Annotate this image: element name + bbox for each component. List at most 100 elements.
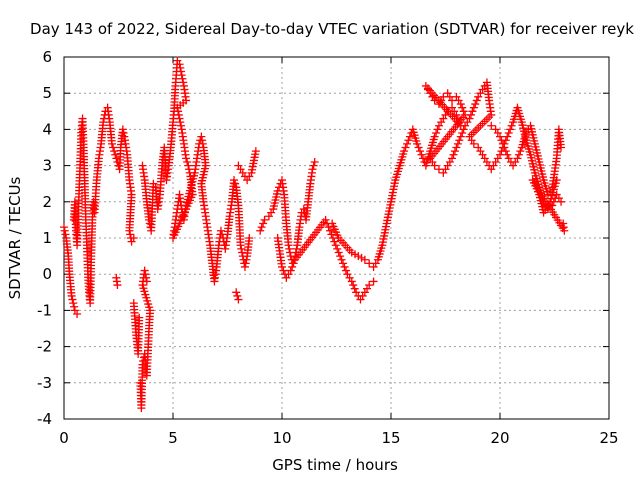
data-point bbox=[514, 150, 523, 159]
data-point bbox=[60, 223, 68, 232]
data-point bbox=[69, 299, 78, 308]
y-tick-label: -1 bbox=[37, 301, 52, 319]
data-point bbox=[452, 143, 461, 152]
data-point bbox=[413, 139, 422, 148]
data-point bbox=[177, 71, 186, 80]
data-point bbox=[141, 270, 150, 279]
data-point bbox=[257, 223, 266, 232]
data-point bbox=[418, 154, 427, 163]
data-point bbox=[198, 139, 207, 148]
data-point bbox=[232, 288, 241, 297]
data-point bbox=[174, 107, 183, 116]
data-point bbox=[496, 150, 504, 159]
data-point bbox=[496, 132, 504, 141]
data-point bbox=[448, 154, 457, 163]
data-point bbox=[327, 230, 336, 239]
data-point bbox=[506, 125, 515, 134]
data-point bbox=[142, 273, 151, 282]
data-point bbox=[285, 244, 294, 253]
data-point bbox=[241, 259, 250, 268]
data-point bbox=[230, 176, 239, 185]
data-point bbox=[119, 129, 128, 138]
data-point bbox=[259, 219, 268, 228]
data-point bbox=[339, 259, 348, 268]
data-point bbox=[504, 129, 513, 138]
data-point bbox=[497, 136, 506, 145]
data-point bbox=[245, 234, 254, 242]
data-point bbox=[61, 230, 70, 239]
data-point bbox=[140, 266, 149, 275]
data-point bbox=[118, 125, 127, 134]
data-point bbox=[503, 150, 512, 159]
data-point bbox=[126, 230, 135, 239]
data-point bbox=[469, 103, 478, 112]
data-point bbox=[284, 241, 293, 250]
data-point bbox=[289, 259, 298, 268]
data-point bbox=[198, 136, 207, 145]
data-point bbox=[113, 281, 122, 290]
y-tick-label: 6 bbox=[42, 48, 52, 66]
data-point bbox=[468, 107, 477, 116]
data-point bbox=[498, 139, 507, 148]
data-point bbox=[400, 147, 409, 156]
data-point bbox=[286, 266, 295, 275]
data-point bbox=[334, 248, 343, 257]
data-point bbox=[414, 143, 423, 152]
data-point bbox=[472, 96, 481, 105]
data-point bbox=[135, 313, 144, 322]
data-point bbox=[70, 302, 79, 311]
data-point bbox=[507, 121, 516, 130]
data-point bbox=[503, 132, 512, 141]
data-point bbox=[107, 139, 116, 148]
data-point bbox=[402, 139, 411, 148]
x-tick-label: 25 bbox=[599, 429, 618, 447]
data-point bbox=[279, 266, 288, 275]
y-tick-label: -4 bbox=[37, 410, 52, 428]
x-tick-label: 10 bbox=[272, 429, 291, 447]
data-point bbox=[111, 150, 120, 159]
data-point bbox=[458, 103, 467, 112]
y-tick-label: 2 bbox=[42, 193, 52, 211]
data-point bbox=[487, 121, 496, 130]
data-point bbox=[347, 277, 356, 286]
data-point bbox=[471, 100, 480, 109]
data-point bbox=[456, 100, 465, 109]
data-point bbox=[109, 143, 118, 152]
data-point bbox=[234, 295, 243, 304]
data-point bbox=[197, 132, 206, 141]
data-point bbox=[175, 60, 184, 69]
y-tick-label: -2 bbox=[37, 338, 52, 356]
data-point bbox=[404, 136, 413, 145]
y-tick-label: 5 bbox=[42, 84, 52, 102]
data-point bbox=[365, 281, 374, 290]
data-point bbox=[401, 143, 410, 152]
data-point bbox=[432, 129, 441, 138]
data-point bbox=[325, 226, 334, 235]
data-point bbox=[513, 154, 522, 163]
data-point bbox=[309, 161, 318, 170]
chart-title: Day 143 of 2022, Sidereal Day-to-day VTE… bbox=[30, 20, 634, 38]
data-point bbox=[321, 215, 330, 224]
data-point bbox=[458, 129, 467, 138]
data-point bbox=[176, 121, 185, 130]
data-point bbox=[178, 74, 187, 83]
data-point bbox=[112, 154, 121, 163]
tick-marks bbox=[63, 56, 610, 420]
data-point bbox=[331, 241, 340, 250]
data-point bbox=[465, 114, 474, 123]
data-point bbox=[260, 215, 269, 224]
data-point bbox=[236, 241, 245, 250]
x-tick-label: 20 bbox=[490, 429, 509, 447]
data-point bbox=[179, 78, 188, 87]
data-point bbox=[456, 132, 465, 141]
data-point bbox=[233, 291, 242, 300]
data-point bbox=[175, 114, 184, 123]
data-point bbox=[455, 136, 464, 145]
x-tick-label: 0 bbox=[59, 429, 69, 447]
data-point bbox=[120, 132, 129, 141]
data-point bbox=[216, 226, 225, 235]
x-tick-label: 15 bbox=[381, 429, 400, 447]
y-tick-label: -3 bbox=[37, 374, 52, 392]
data-point bbox=[360, 255, 369, 264]
